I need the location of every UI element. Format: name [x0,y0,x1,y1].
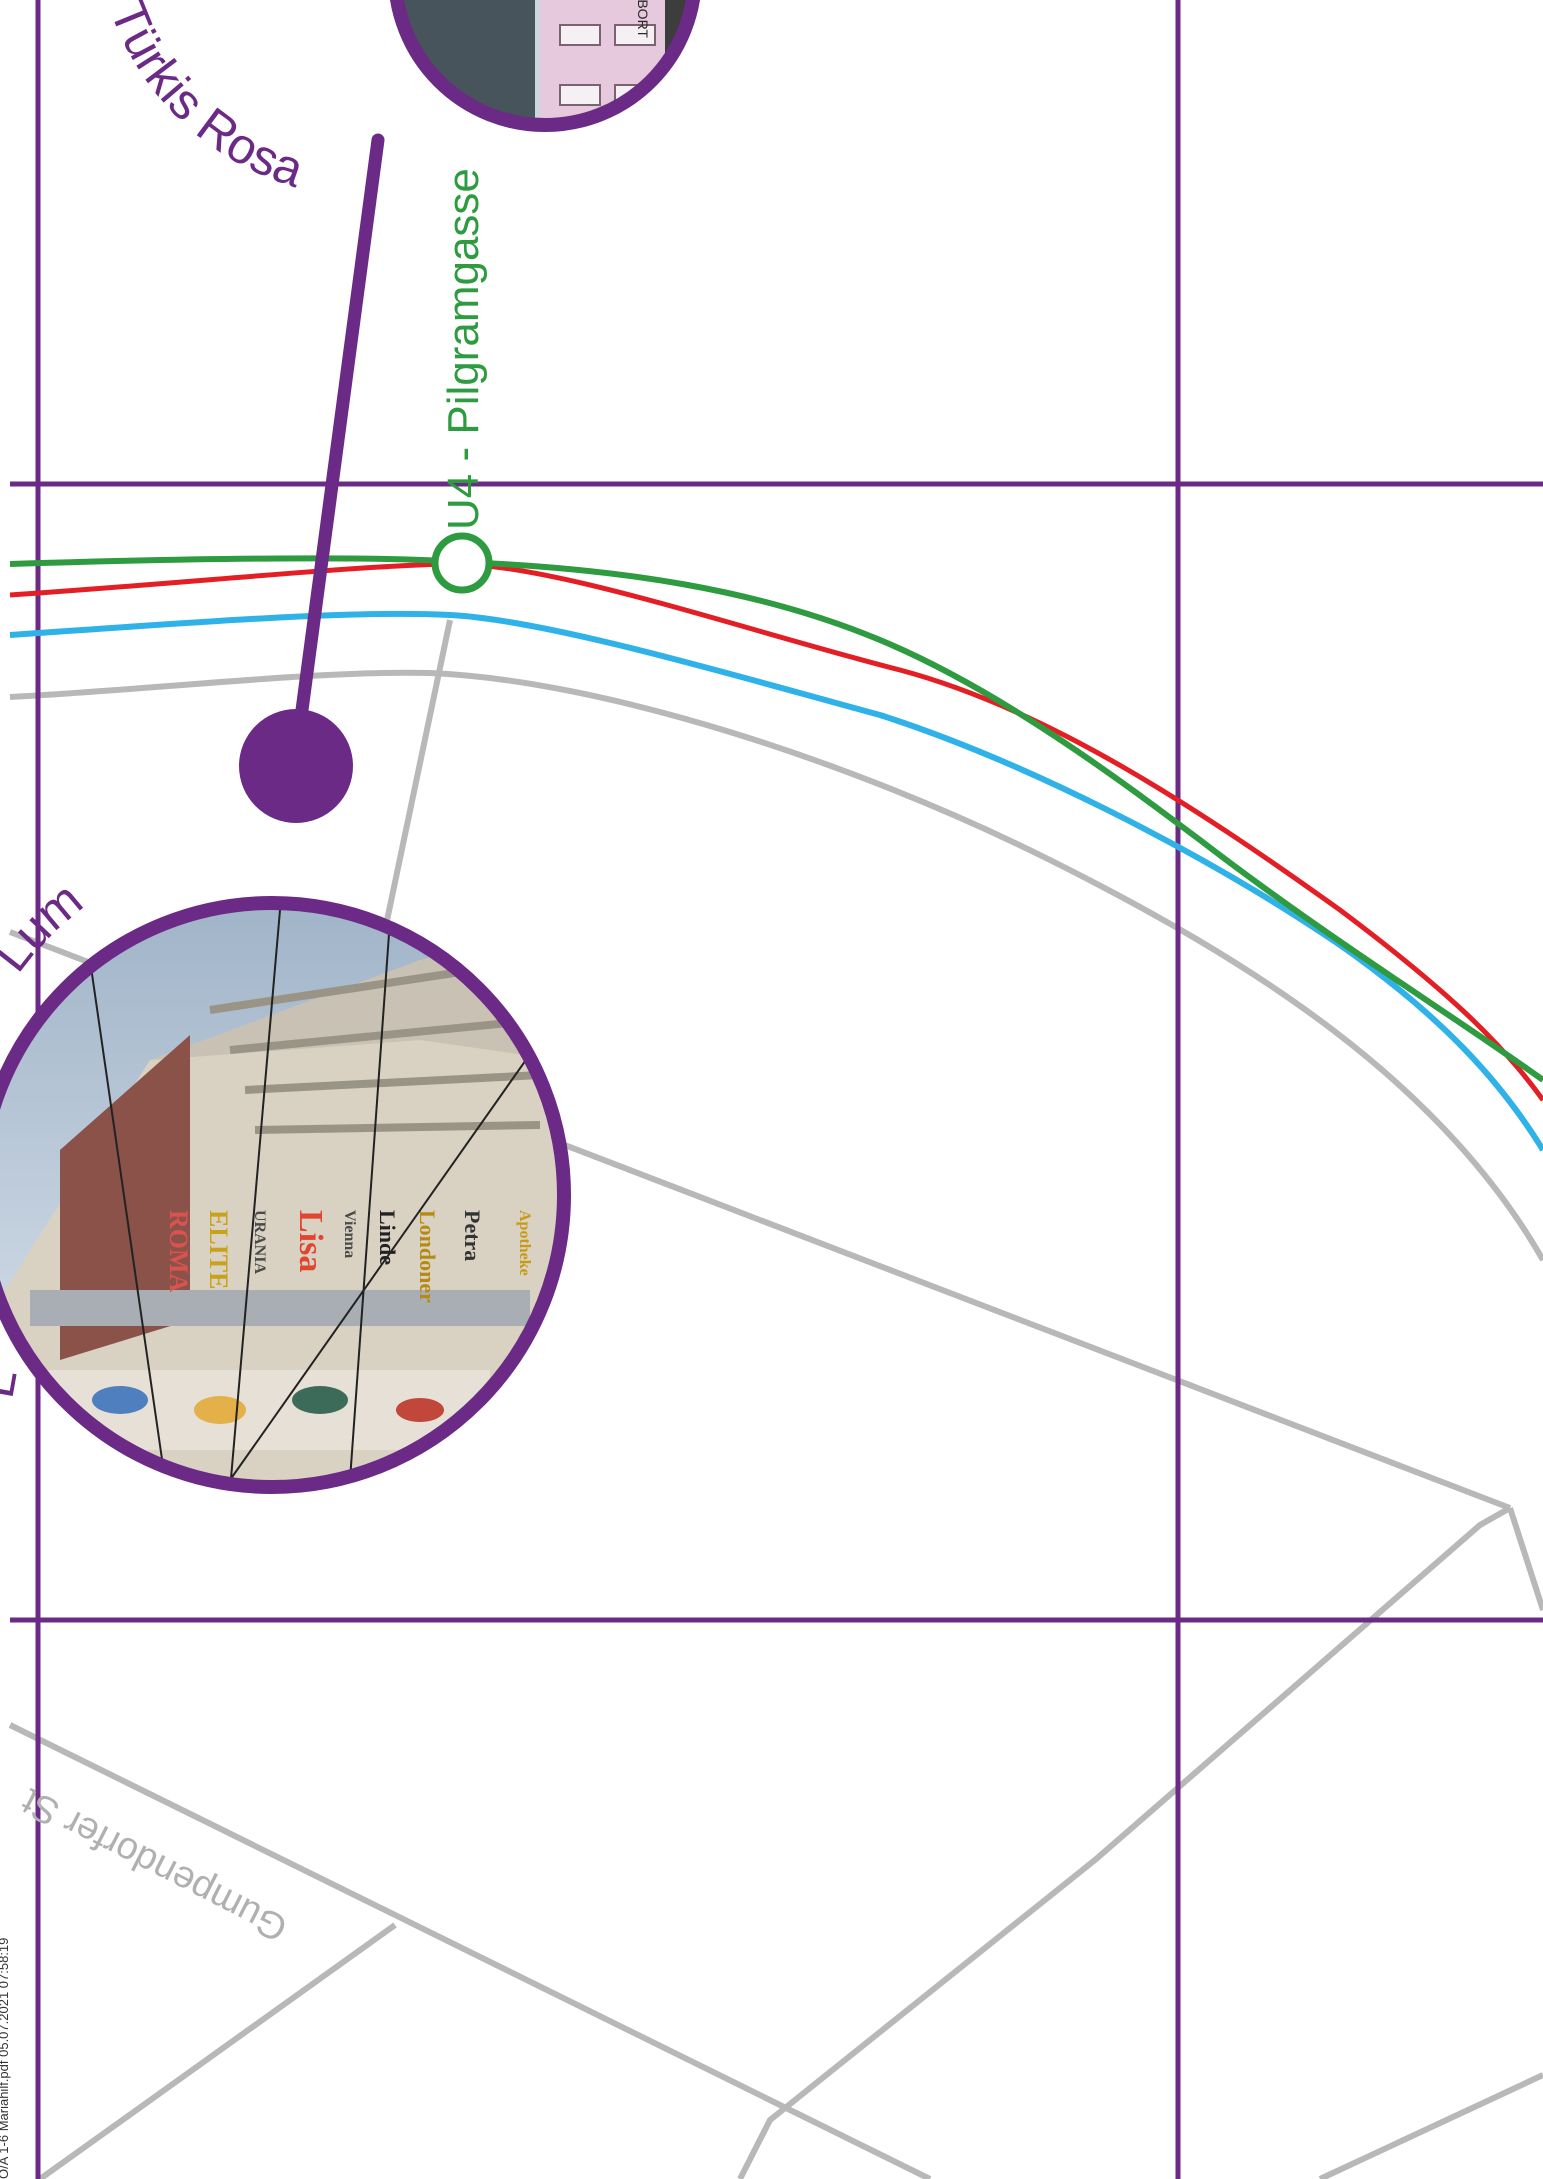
street-gumpendorfer [8,1722,932,2179]
print-info: O/A 1-6 Mariahilf.pdf 05.07.2021 07:58:1… [0,1938,11,2179]
photo-top-label: Türkis Rosa [99,0,310,198]
photo-circle-middle[interactable]: ROMA ELITE URANIA Lisa Vienna Linde Lond… [0,890,580,1500]
callout-dot-icon[interactable] [239,709,353,823]
street-label-gumpendorfer: Gumpendorfer St [15,1779,294,1949]
u4-station-label: U4 - Pilgramgasse [439,168,488,530]
photo-top-frame [390,0,700,132]
facade-sign-7: Petra [460,1210,485,1261]
facade-sign-0: ROMA [164,1210,193,1293]
facade-sign-2: URANIA [251,1210,268,1274]
u4-station-ring-icon[interactable] [431,532,493,594]
street-junction-link [1507,1507,1543,1611]
street-main-curve [9,669,1543,1262]
photo-middle-image: ROMA ELITE URANIA Lisa Vienna Linde Lond… [0,903,564,1487]
facade-sign-4: Vienna [341,1210,358,1258]
red-line [9,561,1543,1102]
photo-circle-top[interactable]: ABORT [380,0,720,140]
street-from-junction [737,1505,1512,2179]
transit-lines [9,555,1543,1152]
photo-middle-frame [0,896,571,1494]
photo-middle-label-lower: L [0,1365,28,1402]
facade-sign-3: Lisa [292,1210,329,1272]
photo-middle-butterflies [92,1386,444,1424]
facade-sign-8: Apotheke [516,1210,533,1276]
facade-sign-1: ELITE [204,1210,233,1290]
street-southeast [1318,2072,1543,2179]
blue-line [9,610,1543,1152]
photo-top-sign: ABORT [635,0,651,38]
u4-line [9,555,1543,1083]
callout-connector [291,133,385,747]
facade-sign-6: Londoner [415,1210,440,1303]
photo-middle-label: Lum [0,871,93,981]
street-southwest [38,1922,397,2179]
street-diagonal [382,619,453,931]
